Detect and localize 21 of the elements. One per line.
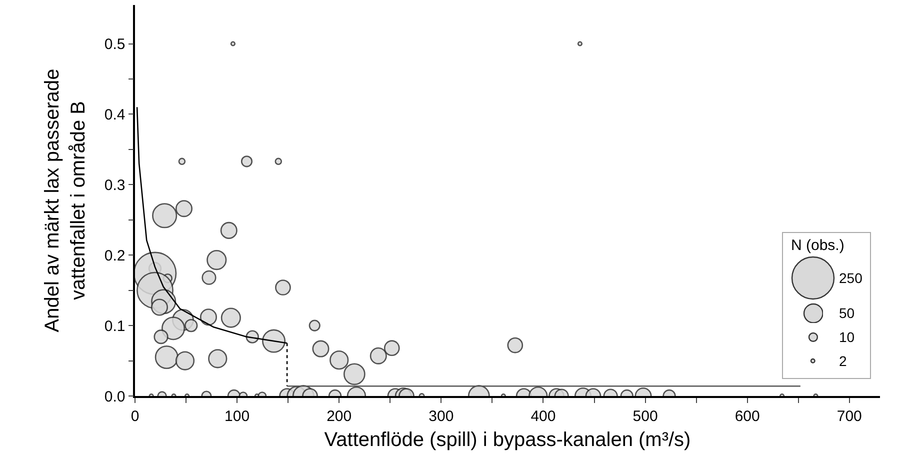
y-tick-label: 0.5 — [104, 36, 126, 53]
x-tick-label: 100 — [224, 408, 250, 425]
legend-title: N (obs.) — [791, 237, 846, 254]
x-tick-label: 200 — [326, 408, 352, 425]
y-tick-label: 0.4 — [104, 106, 126, 124]
x-tick-label: 500 — [632, 408, 658, 425]
x-tick-label: 300 — [428, 408, 454, 425]
legend-label: 10 — [838, 329, 855, 345]
y-tick-label: 0.1 — [104, 318, 126, 335]
x-tick-label: 0 — [130, 408, 140, 425]
legend-label: 250 — [839, 270, 862, 286]
x-tick-label: 600 — [734, 408, 760, 425]
legend-label: 2 — [838, 353, 847, 369]
y-tick-label: 0.0 — [104, 388, 126, 406]
y-tick-label: 0.2 — [104, 247, 126, 264]
x-axis-title: Vattenflöde (spill) i bypass-kanalen (m³/s) — [324, 428, 691, 451]
x-tick-label: 400 — [530, 408, 556, 425]
y-tick-label: 0.3 — [104, 176, 126, 194]
legend-label: 50 — [838, 305, 855, 321]
x-tick-label: 700 — [836, 408, 862, 425]
y-axis-title: Andel av märkt lax passerade vattenfallet i område B — [41, 68, 90, 332]
